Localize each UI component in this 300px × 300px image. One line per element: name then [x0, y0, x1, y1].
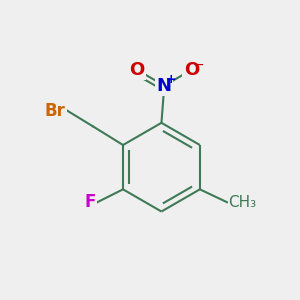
Text: N: N [157, 76, 172, 94]
Text: −: − [193, 58, 205, 72]
Text: Br: Br [45, 102, 66, 120]
Text: CH₃: CH₃ [229, 195, 256, 210]
Text: O: O [130, 61, 145, 79]
Text: O: O [184, 61, 199, 79]
Text: F: F [85, 193, 96, 211]
Text: +: + [165, 73, 176, 86]
